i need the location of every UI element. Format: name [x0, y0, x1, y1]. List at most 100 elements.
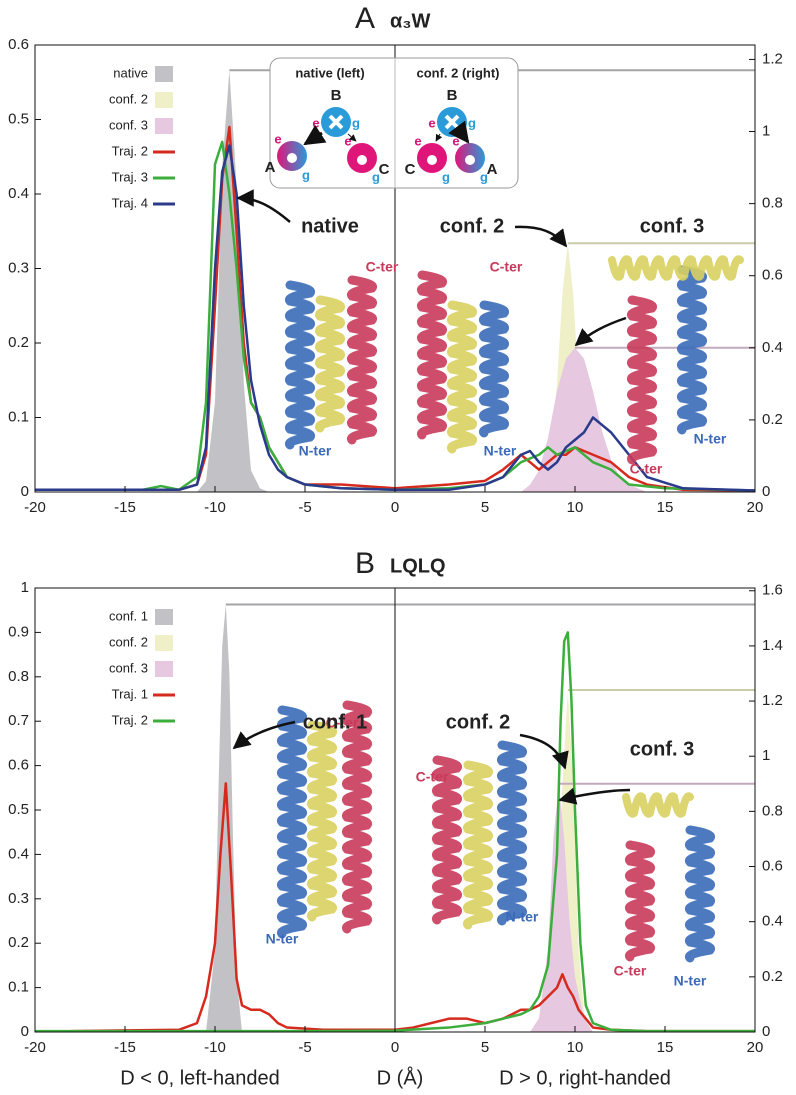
annotation-arrow	[232, 720, 296, 750]
y-tick-label: 0.2	[8, 334, 29, 351]
legend-label: Traj. 3	[112, 169, 148, 184]
y2-tick-label: 1.6	[762, 582, 783, 599]
x-tick-label: 0	[391, 499, 399, 516]
terminus-label: C-ter	[366, 259, 399, 275]
node-label: C	[379, 161, 390, 178]
node-dot	[287, 153, 297, 163]
inset-arrow	[435, 133, 443, 142]
y2-tick-label: 0.8	[762, 802, 783, 819]
terminus-label: N-ter	[299, 443, 332, 459]
node-label: A	[487, 161, 498, 178]
terminus-label: N-ter	[506, 909, 539, 925]
panel-letter: B	[355, 547, 375, 580]
legend-label: conf. 1	[109, 608, 148, 623]
annotation-arrow	[519, 733, 569, 770]
helix	[478, 300, 510, 438]
helix	[284, 280, 316, 450]
site-label: e	[428, 115, 435, 130]
annotation: native	[301, 215, 359, 237]
x-tick-label: -10	[204, 499, 226, 516]
node-dot	[357, 155, 367, 165]
inset-arrow	[347, 133, 357, 142]
node-label: B	[331, 87, 342, 104]
y2-tick-label: 0	[762, 483, 770, 500]
y2-tick-label: 1	[762, 122, 770, 139]
site-label: g	[442, 169, 450, 184]
annotation: conf. 3	[630, 738, 694, 760]
terminus-label: N-ter	[694, 431, 727, 447]
y-tick-label: 0.6	[8, 36, 29, 53]
site-label: g	[372, 169, 380, 184]
helix	[608, 255, 744, 281]
legend-label: native	[113, 65, 148, 80]
y-tick-label: 0.3	[8, 259, 29, 276]
x-tick-label: 15	[657, 499, 674, 516]
terminus-label: C-ter	[614, 963, 647, 979]
legend-swatch	[155, 635, 173, 651]
y2-tick-label: 1	[762, 747, 770, 764]
x-axis-note: D > 0, right-handed	[499, 1067, 671, 1089]
terminus-label: C-ter	[416, 769, 449, 785]
annotation: conf. 3	[640, 215, 704, 237]
site-label: e	[274, 131, 281, 146]
helix	[622, 792, 694, 818]
site-label: g	[352, 115, 360, 130]
trajectory-line	[35, 125, 756, 492]
terminus-label: C-ter	[490, 259, 523, 275]
y-tick-label: 1	[21, 579, 29, 596]
legend-label: conf. 2	[109, 91, 148, 106]
terminus-label: N-ter	[674, 973, 707, 989]
y-tick-label: 0	[21, 1023, 29, 1040]
helix	[676, 265, 708, 435]
site-label: g	[468, 115, 476, 130]
x-tick-label: 15	[657, 1039, 674, 1056]
x-tick-label: -15	[114, 1039, 136, 1056]
legend-label: conf. 3	[109, 660, 148, 675]
x-tick-label: -5	[298, 1039, 311, 1056]
y-tick-label: 0.5	[8, 801, 29, 818]
helix	[416, 270, 448, 440]
node-label: C	[405, 161, 416, 178]
y2-tick-label: 0.2	[762, 411, 783, 428]
y-tick-label: 0	[21, 483, 29, 500]
helix	[626, 295, 658, 465]
node-cross	[328, 114, 344, 130]
y-tick-label: 0.4	[8, 185, 29, 202]
helix	[346, 275, 378, 445]
legend-label: Traj. 1	[112, 686, 148, 701]
terminus-label: C-ter	[326, 715, 359, 731]
annotation: conf. 2	[440, 215, 504, 237]
node-dot	[427, 155, 437, 165]
legend-swatch	[155, 92, 173, 108]
x-tick-label: 0	[391, 1039, 399, 1056]
panel-letter: A	[355, 2, 375, 35]
annotation: conf. 1	[303, 711, 367, 733]
density-area	[197, 70, 269, 492]
y-tick-label: 0.9	[8, 623, 29, 640]
site-label: e	[344, 133, 351, 148]
annotation-arrow	[574, 316, 627, 347]
helix	[684, 825, 716, 963]
terminus-label: N-ter	[266, 931, 299, 947]
helix	[431, 755, 463, 925]
x-tick-label: -15	[114, 499, 136, 516]
chart-title: LQLQ	[390, 555, 446, 577]
inset-title: conf. 2 (right)	[416, 65, 499, 80]
legend-swatch	[155, 66, 173, 82]
x-tick-label: 20	[747, 1039, 764, 1056]
density-area	[521, 347, 647, 492]
y2-tick-label: 1.2	[762, 50, 783, 67]
x-tick-label: 5	[481, 499, 489, 516]
helix	[306, 720, 338, 922]
chart-title: α₃W	[390, 10, 431, 32]
helix	[446, 300, 478, 454]
legend-swatch	[155, 118, 173, 134]
y2-tick-label: 1.4	[762, 637, 783, 654]
x-tick-label: -20	[24, 499, 46, 516]
inset-arrow	[303, 124, 327, 146]
annotation-arrow	[558, 787, 631, 805]
y2-tick-label: 0	[762, 1023, 770, 1040]
site-label: e	[414, 133, 421, 148]
annotation-arrow	[236, 189, 291, 223]
helix	[462, 760, 494, 930]
